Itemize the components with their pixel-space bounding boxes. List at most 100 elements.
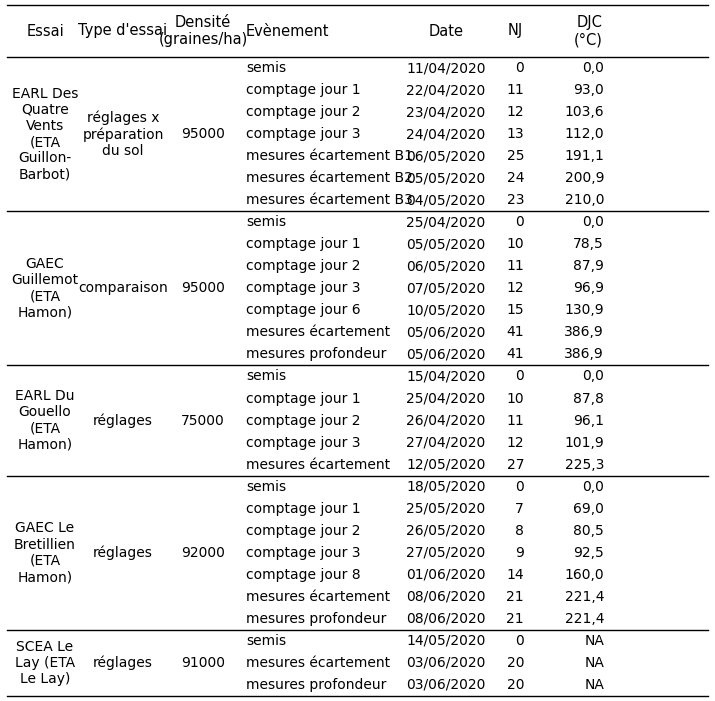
Text: 27: 27 — [506, 458, 524, 472]
Text: 15/04/2020: 15/04/2020 — [406, 369, 485, 383]
Text: comptage jour 3: comptage jour 3 — [246, 435, 360, 449]
Text: 95000: 95000 — [181, 281, 225, 295]
Text: 05/05/2020: 05/05/2020 — [406, 171, 485, 185]
Text: Evènement: Evènement — [246, 24, 330, 39]
Text: 7: 7 — [516, 502, 524, 516]
Text: 10: 10 — [506, 392, 524, 406]
Text: 191,1: 191,1 — [564, 149, 604, 163]
Text: comptage jour 2: comptage jour 2 — [246, 259, 360, 273]
Text: 0: 0 — [516, 369, 524, 383]
Text: 0,0: 0,0 — [582, 479, 604, 494]
Text: DJC
(°C): DJC (°C) — [574, 15, 603, 47]
Text: mesures écartement B2: mesures écartement B2 — [246, 171, 413, 185]
Text: 386,9: 386,9 — [564, 325, 604, 339]
Text: 05/06/2020: 05/06/2020 — [406, 348, 485, 362]
Text: 23/04/2020: 23/04/2020 — [406, 105, 485, 119]
Text: 12: 12 — [506, 281, 524, 295]
Text: comptage jour 3: comptage jour 3 — [246, 546, 360, 560]
Text: SCEA Le
Lay (ETA
Le Lay): SCEA Le Lay (ETA Le Lay) — [15, 640, 75, 686]
Text: 200,9: 200,9 — [565, 171, 604, 185]
Text: comptage jour 1: comptage jour 1 — [246, 392, 360, 406]
Text: 08/06/2020: 08/06/2020 — [406, 590, 485, 604]
Text: comptage jour 2: comptage jour 2 — [246, 524, 360, 538]
Text: mesures écartement: mesures écartement — [246, 458, 390, 472]
Text: 0,0: 0,0 — [582, 215, 604, 229]
Text: 8: 8 — [515, 524, 524, 538]
Text: 21: 21 — [506, 612, 524, 626]
Text: Type d'essai: Type d'essai — [79, 24, 167, 39]
Text: Densité
(graines/ha): Densité (graines/ha) — [159, 15, 247, 47]
Text: mesures écartement: mesures écartement — [246, 656, 390, 670]
Text: 06/05/2020: 06/05/2020 — [406, 259, 485, 273]
Text: 0: 0 — [516, 215, 524, 229]
Text: mesures écartement B3: mesures écartement B3 — [246, 193, 413, 207]
Text: 80,5: 80,5 — [573, 524, 604, 538]
Text: mesures profondeur: mesures profondeur — [246, 612, 386, 626]
Text: comptage jour 3: comptage jour 3 — [246, 281, 360, 295]
Text: 25/04/2020: 25/04/2020 — [406, 392, 485, 406]
Text: EARL Des
Quatre
Vents
(ETA
Guillon-
Barbot): EARL Des Quatre Vents (ETA Guillon- Barb… — [12, 87, 78, 182]
Text: 12: 12 — [506, 105, 524, 119]
Text: 07/05/2020: 07/05/2020 — [406, 281, 485, 295]
Text: 91000: 91000 — [181, 656, 225, 670]
Text: 22/04/2020: 22/04/2020 — [406, 83, 485, 97]
Text: mesures écartement B1: mesures écartement B1 — [246, 149, 413, 163]
Text: réglages: réglages — [93, 545, 153, 560]
Text: 93,0: 93,0 — [573, 83, 604, 97]
Text: 0: 0 — [516, 479, 524, 494]
Text: comptage jour 2: comptage jour 2 — [246, 414, 360, 428]
Text: 78,5: 78,5 — [573, 238, 604, 251]
Text: comptage jour 1: comptage jour 1 — [246, 502, 360, 516]
Text: 87,9: 87,9 — [573, 259, 604, 273]
Text: EARL Du
Gouello
(ETA
Hamon): EARL Du Gouello (ETA Hamon) — [15, 389, 75, 452]
Text: comptage jour 2: comptage jour 2 — [246, 105, 360, 119]
Text: réglages x
préparation
du sol: réglages x préparation du sol — [82, 110, 164, 158]
Text: 26/05/2020: 26/05/2020 — [406, 524, 485, 538]
Text: comptage jour 3: comptage jour 3 — [246, 127, 360, 141]
Text: 87,8: 87,8 — [573, 392, 604, 406]
Text: 27/05/2020: 27/05/2020 — [406, 546, 485, 560]
Text: semis: semis — [246, 369, 286, 383]
Text: 26/04/2020: 26/04/2020 — [406, 414, 485, 428]
Text: 03/06/2020: 03/06/2020 — [406, 656, 485, 670]
Text: mesures profondeur: mesures profondeur — [246, 678, 386, 692]
Text: 24: 24 — [506, 171, 524, 185]
Text: comparaison: comparaison — [78, 281, 168, 295]
Text: GAEC
Guillemot
(ETA
Hamon): GAEC Guillemot (ETA Hamon) — [11, 257, 79, 320]
Text: comptage jour 6: comptage jour 6 — [246, 304, 360, 318]
Text: 04/05/2020: 04/05/2020 — [406, 193, 485, 207]
Text: 75000: 75000 — [181, 414, 225, 428]
Text: 05/06/2020: 05/06/2020 — [406, 325, 485, 339]
Text: 21: 21 — [506, 590, 524, 604]
Text: 11/04/2020: 11/04/2020 — [406, 61, 485, 75]
Text: 92000: 92000 — [181, 546, 225, 560]
Text: mesures profondeur: mesures profondeur — [246, 348, 386, 362]
Text: 12/05/2020: 12/05/2020 — [406, 458, 485, 472]
Text: 05/05/2020: 05/05/2020 — [406, 238, 485, 251]
Text: comptage jour 8: comptage jour 8 — [246, 568, 360, 582]
Text: 95000: 95000 — [181, 127, 225, 141]
Text: 27/04/2020: 27/04/2020 — [406, 435, 485, 449]
Text: 9: 9 — [515, 546, 524, 560]
Text: mesures écartement: mesures écartement — [246, 325, 390, 339]
Text: réglages: réglages — [93, 414, 153, 428]
Text: 14: 14 — [506, 568, 524, 582]
Text: 0,0: 0,0 — [582, 369, 604, 383]
Text: 11: 11 — [506, 259, 524, 273]
Text: 25: 25 — [506, 149, 524, 163]
Text: NJ: NJ — [508, 24, 523, 39]
Text: 11: 11 — [506, 83, 524, 97]
Text: 20: 20 — [506, 678, 524, 692]
Text: NA: NA — [584, 656, 604, 670]
Text: 386,9: 386,9 — [564, 348, 604, 362]
Text: 130,9: 130,9 — [564, 304, 604, 318]
Text: 92,5: 92,5 — [573, 546, 604, 560]
Text: 10/05/2020: 10/05/2020 — [406, 304, 485, 318]
Text: 225,3: 225,3 — [565, 458, 604, 472]
Text: GAEC Le
Bretillien
(ETA
Hamon): GAEC Le Bretillien (ETA Hamon) — [14, 522, 76, 584]
Text: semis: semis — [246, 215, 286, 229]
Text: Date: Date — [428, 24, 463, 39]
Text: 112,0: 112,0 — [564, 127, 604, 141]
Text: 69,0: 69,0 — [573, 502, 604, 516]
Text: 13: 13 — [506, 127, 524, 141]
